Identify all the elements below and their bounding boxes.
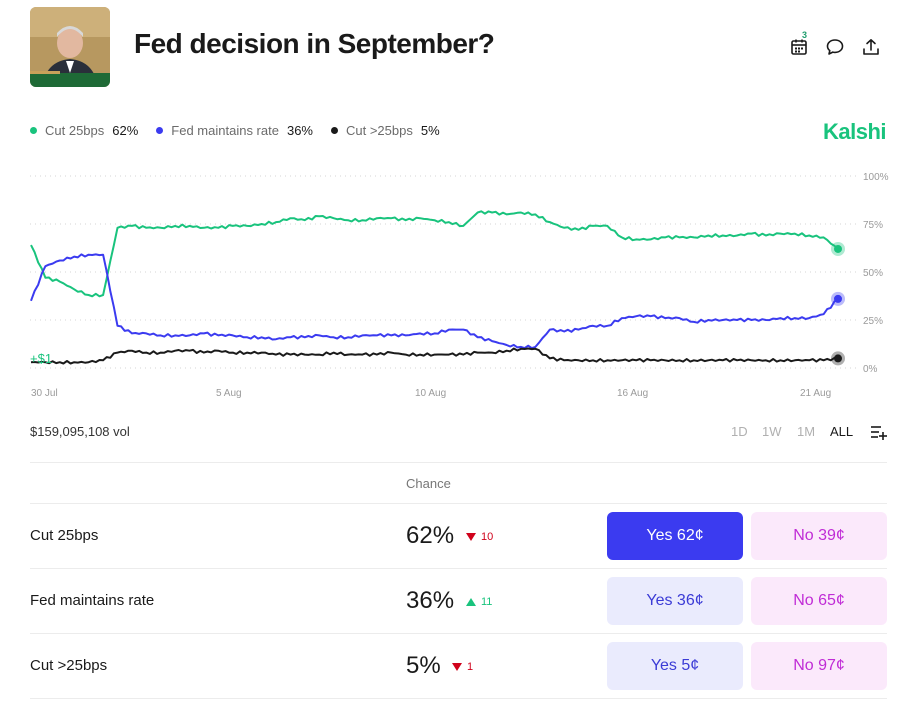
list-add-icon xyxy=(871,426,887,440)
divider xyxy=(30,503,887,504)
add-series-button[interactable] xyxy=(870,424,888,440)
legend-value: 62% xyxy=(112,123,139,138)
comment-icon xyxy=(826,39,844,55)
legend-dot xyxy=(30,127,37,134)
series-end-point xyxy=(834,294,842,303)
divider xyxy=(30,462,887,463)
market-thumbnail xyxy=(30,7,110,87)
chance-change-value: 10 xyxy=(481,531,494,543)
volume-text: $159,095,108 vol xyxy=(30,424,130,439)
range-1m[interactable]: 1M xyxy=(797,424,816,439)
chance-change: 11 xyxy=(466,596,492,608)
x-tick-label: 30 Jul xyxy=(31,388,58,399)
legend-label: Cut >25bps xyxy=(346,123,413,138)
up-arrow-icon xyxy=(466,598,476,606)
outcome-label-fed-maintains: Fed maintains rate xyxy=(30,592,155,609)
x-tick-label: 10 Aug xyxy=(415,388,446,399)
divider xyxy=(30,698,887,699)
down-arrow-icon xyxy=(466,533,476,541)
share-icon xyxy=(863,39,879,55)
x-tick-label: 16 Aug xyxy=(617,388,648,399)
chance-change-value: 1 xyxy=(467,661,474,673)
yes-button[interactable]: Yes 5¢ xyxy=(607,642,743,690)
legend-item-fed-maintains: Fed maintains rate 36% xyxy=(156,123,313,138)
outcome-chance: 62% xyxy=(406,522,455,549)
y-tick-label: 75% xyxy=(863,220,883,231)
legend-item-cut-over-25bps: Cut >25bps 5% xyxy=(331,123,440,138)
y-tick-label: 0% xyxy=(863,364,878,375)
calendar-badge: 3 xyxy=(802,30,808,40)
series-end-point xyxy=(834,244,842,253)
legend-dot xyxy=(331,127,338,134)
price-chart[interactable]: 100% 75% 50% 25% 0% 30 Jul 5 Aug 10 Aug 16 Aug 21… xyxy=(0,160,910,405)
no-button[interactable]: No 65¢ xyxy=(751,577,887,625)
outcome-chance: 36% xyxy=(406,587,455,614)
kalshi-logo: Kalshi xyxy=(823,119,887,144)
legend-label: Cut 25bps xyxy=(45,123,105,138)
range-all[interactable]: ALL xyxy=(830,424,854,439)
calendar-icon xyxy=(791,39,807,55)
yes-button[interactable]: Yes 36¢ xyxy=(607,577,743,625)
x-tick-label: 5 Aug xyxy=(216,388,242,399)
legend-value: 5% xyxy=(420,123,440,138)
start-marker-label: +$1 xyxy=(30,351,52,366)
outcome-label-cut-over-25bps: Cut >25bps xyxy=(30,657,108,674)
range-1w[interactable]: 1W xyxy=(762,424,782,439)
y-tick-label: 50% xyxy=(863,268,883,279)
series-end-point xyxy=(834,354,842,363)
yes-button[interactable]: Yes 62¢ xyxy=(607,512,743,560)
series-line xyxy=(30,347,839,365)
outcome-chance: 5% xyxy=(406,652,441,679)
share-button[interactable] xyxy=(860,36,882,58)
chance-change: 10 xyxy=(466,531,493,543)
y-tick-label: 100% xyxy=(863,172,889,183)
range-1d[interactable]: 1D xyxy=(731,424,748,439)
legend-label: Fed maintains rate xyxy=(171,123,279,138)
calendar-button[interactable]: 3 xyxy=(788,30,810,58)
series-line xyxy=(30,253,839,350)
x-tick-label: 21 Aug xyxy=(800,388,831,399)
legend-item-cut-25bps: Cut 25bps 62% xyxy=(30,123,138,138)
no-button[interactable]: No 39¢ xyxy=(751,512,887,560)
legend-value: 36% xyxy=(286,123,313,138)
divider xyxy=(30,568,887,569)
chance-column-header: Chance xyxy=(406,476,451,491)
outcome-label-cut-25bps: Cut 25bps xyxy=(30,527,99,544)
chance-change-value: 11 xyxy=(481,596,493,608)
chart-legend: Cut 25bps 62% Fed maintains rate 36% Cut… xyxy=(30,123,458,138)
chance-change: 1 xyxy=(452,661,473,673)
comments-button[interactable] xyxy=(824,36,846,58)
down-arrow-icon xyxy=(452,663,462,671)
y-tick-label: 25% xyxy=(863,316,883,327)
page-title: Fed decision in September? xyxy=(134,28,495,59)
no-button[interactable]: No 97¢ xyxy=(751,642,887,690)
legend-dot xyxy=(156,127,164,134)
divider xyxy=(30,633,887,634)
series-line xyxy=(30,210,839,298)
